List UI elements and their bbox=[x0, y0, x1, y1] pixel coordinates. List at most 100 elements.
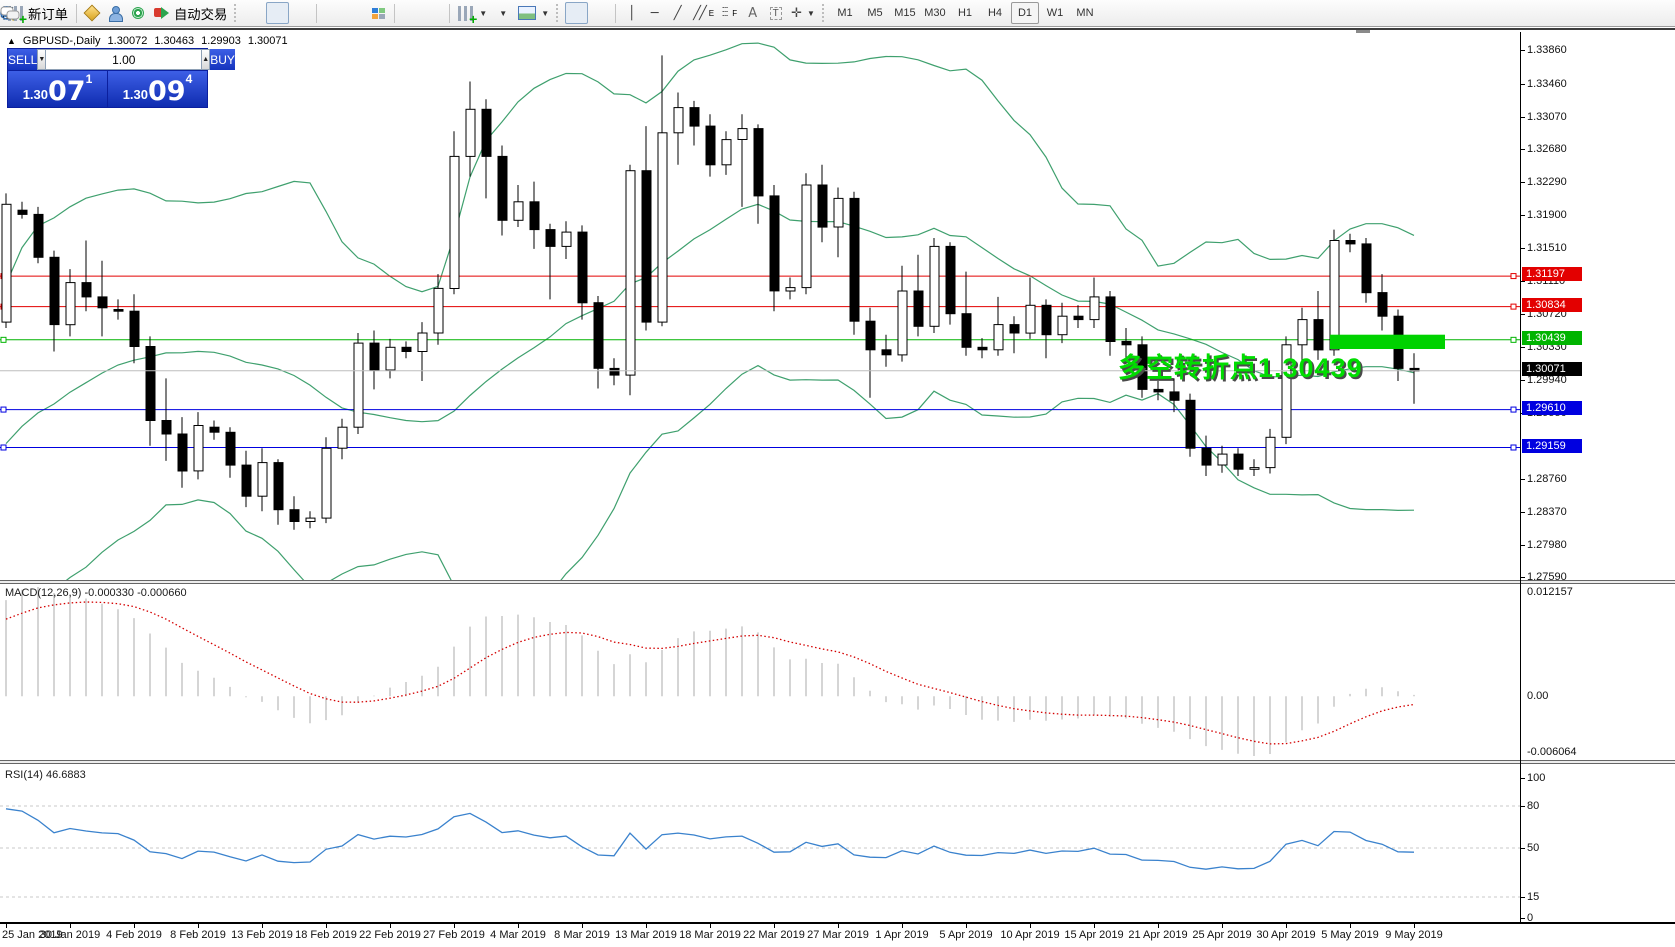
autotrading-label: 自动交易 bbox=[173, 6, 228, 22]
vertical-line-button[interactable]: │ bbox=[620, 2, 643, 24]
community-button[interactable] bbox=[104, 2, 127, 24]
rsi-axis-tick-mark bbox=[1520, 778, 1525, 779]
rsi-panel-canvas[interactable] bbox=[0, 765, 1520, 920]
price-axis-tick: 1.33070 bbox=[1527, 110, 1567, 123]
arrows-button[interactable]: ✛ ▼ bbox=[787, 2, 819, 24]
time-axis-label: 5 May 2019 bbox=[1321, 929, 1379, 941]
sell-price-button[interactable]: 1.30 07 1 bbox=[8, 71, 107, 107]
line-chart-button[interactable] bbox=[0, 2, 312, 24]
trendline-button[interactable]: ╱ bbox=[666, 2, 689, 24]
channel-button[interactable]: ╱╱ E bbox=[689, 2, 718, 24]
time-axis-label: 13 Feb 2019 bbox=[231, 929, 293, 941]
signals-button[interactable] bbox=[127, 2, 150, 24]
price-level-badge: 1.29610 bbox=[1522, 400, 1582, 415]
timeframe-button-d1[interactable]: D1 bbox=[1010, 2, 1039, 24]
price-axis-tick: 1.28760 bbox=[1527, 473, 1567, 486]
toolbar-separator bbox=[75, 3, 77, 23]
time-axis-tick-mark bbox=[1414, 924, 1415, 928]
auto-scroll-button[interactable] bbox=[1, 2, 422, 24]
panel-splitter[interactable] bbox=[0, 580, 1675, 584]
timeframe-button-m5[interactable]: M5 bbox=[867, 7, 883, 19]
time-axis-label: 22 Mar 2019 bbox=[743, 929, 805, 941]
price-axis-tick-mark bbox=[1520, 149, 1525, 151]
price-level-badge: 1.29159 bbox=[1522, 438, 1582, 453]
fibonacci-button[interactable]: ┄ ┄ ┄ F bbox=[718, 2, 741, 24]
timeframe-button-h4[interactable]: H4 bbox=[987, 7, 1002, 19]
signal-icon bbox=[132, 7, 145, 19]
rsi-axis-tick: 50 bbox=[1527, 842, 1540, 854]
chat-icon[interactable] bbox=[0, 6, 20, 21]
autotrading-icon bbox=[153, 6, 170, 20]
price-level-badge: 1.30439 bbox=[1522, 330, 1582, 345]
zoom-out-button[interactable] bbox=[0, 2, 367, 24]
tile-windows-button[interactable] bbox=[367, 2, 390, 24]
price-axis-tick: 1.27980 bbox=[1527, 538, 1567, 551]
zoom-in-button[interactable] bbox=[0, 2, 344, 24]
toolbar: + 新订单 自动交易 bbox=[0, 0, 1675, 27]
price-axis-tick-mark bbox=[1520, 544, 1525, 546]
time-axis-tick-mark bbox=[134, 924, 135, 928]
bars-chart-button[interactable] bbox=[1, 2, 266, 24]
rsi-axis-tick: 100 bbox=[1527, 772, 1546, 784]
vertical-line-icon: │ bbox=[627, 5, 636, 21]
timeframe-button-m15[interactable]: M15 bbox=[894, 7, 916, 19]
timeframe-group: M1 M5 M15 M30 H1 H4 D1 W1 MN bbox=[831, 2, 1099, 24]
price-axis-tick-mark bbox=[1520, 479, 1525, 481]
price-chart-canvas[interactable] bbox=[0, 32, 1520, 582]
current-price-badge: 1.30071 bbox=[1522, 361, 1582, 376]
trendline-icon: ╱ bbox=[673, 5, 682, 21]
template-icon bbox=[518, 6, 537, 20]
rsi-axis-tick: 15 bbox=[1527, 891, 1540, 903]
macd-signal-line bbox=[5, 601, 1415, 745]
new-order-label: 新订单 bbox=[28, 6, 68, 22]
horizontal-line-button[interactable]: ─ bbox=[643, 2, 666, 24]
timeframe-button-m30[interactable]: M30 bbox=[924, 7, 946, 19]
time-axis-tick-mark bbox=[774, 924, 775, 928]
volume-down-button[interactable]: ▼ bbox=[37, 49, 47, 70]
macd-axis-max: 0.012157 bbox=[1527, 586, 1573, 598]
macd-panel-canvas[interactable] bbox=[0, 584, 1520, 760]
templates-button[interactable]: ▼ bbox=[514, 2, 553, 24]
price-axis-tick: 1.31900 bbox=[1527, 208, 1567, 221]
buy-button[interactable]: BUY bbox=[210, 49, 235, 70]
time-axis-tick-mark bbox=[262, 924, 263, 928]
periods-button[interactable]: ▼ bbox=[0, 2, 514, 24]
text-button[interactable]: A bbox=[741, 2, 764, 24]
sell-price-prefix: 1.30 bbox=[22, 87, 49, 102]
cursor-button[interactable] bbox=[3, 2, 589, 24]
chart-scroll-marker[interactable] bbox=[1356, 30, 1370, 33]
macd-signal-value: -0.000660 bbox=[137, 587, 187, 599]
chart-shift-button[interactable] bbox=[1, 2, 445, 24]
ohlc-low: 1.29903 bbox=[201, 35, 241, 47]
dropdown-arrow-icon: ▼ bbox=[807, 8, 815, 18]
time-axis-tick-mark bbox=[1350, 924, 1351, 928]
time-axis-tick-mark bbox=[1222, 924, 1223, 928]
sell-button[interactable]: SELL bbox=[8, 49, 38, 70]
price-level-badge: 1.30834 bbox=[1522, 297, 1582, 312]
symbol-direction-icon: ▲ bbox=[7, 36, 16, 46]
macd-axis-zero: 0.00 bbox=[1527, 690, 1549, 703]
crosshair-button[interactable] bbox=[1, 2, 611, 24]
indicators-button[interactable]: + ▼ bbox=[454, 2, 491, 26]
sell-price-pip: 1 bbox=[85, 72, 93, 86]
time-axis-label: 15 Apr 2019 bbox=[1064, 929, 1124, 941]
time-axis-label: 13 Mar 2019 bbox=[615, 929, 677, 941]
macd-main-value: -0.000330 bbox=[84, 587, 135, 599]
volume-input[interactable] bbox=[46, 49, 202, 70]
text-label-button[interactable]: T bbox=[764, 2, 787, 24]
buy-price-button[interactable]: 1.30 09 4 bbox=[108, 71, 207, 107]
time-axis-label: 27 Feb 2019 bbox=[423, 929, 485, 941]
market-depth-button[interactable] bbox=[81, 2, 104, 24]
price-axis-tick: 1.33460 bbox=[1527, 77, 1567, 90]
autotrading-button[interactable]: 自动交易 bbox=[150, 2, 231, 24]
time-axis-tick-mark bbox=[454, 924, 455, 928]
candlestick-chart-button[interactable] bbox=[1, 2, 290, 24]
timeframe-button-h1[interactable]: H1 bbox=[957, 7, 972, 19]
volume-up-button[interactable]: ▲ bbox=[201, 49, 211, 70]
timeframe-button-m1[interactable]: M1 bbox=[837, 7, 853, 19]
timeframe-button-w1[interactable]: W1 bbox=[1046, 7, 1064, 19]
panel-splitter[interactable] bbox=[0, 760, 1675, 764]
time-axis-tick-mark bbox=[326, 924, 327, 928]
price-axis-tick-mark bbox=[1520, 379, 1525, 381]
timeframe-button-mn[interactable]: MN bbox=[1076, 7, 1094, 19]
